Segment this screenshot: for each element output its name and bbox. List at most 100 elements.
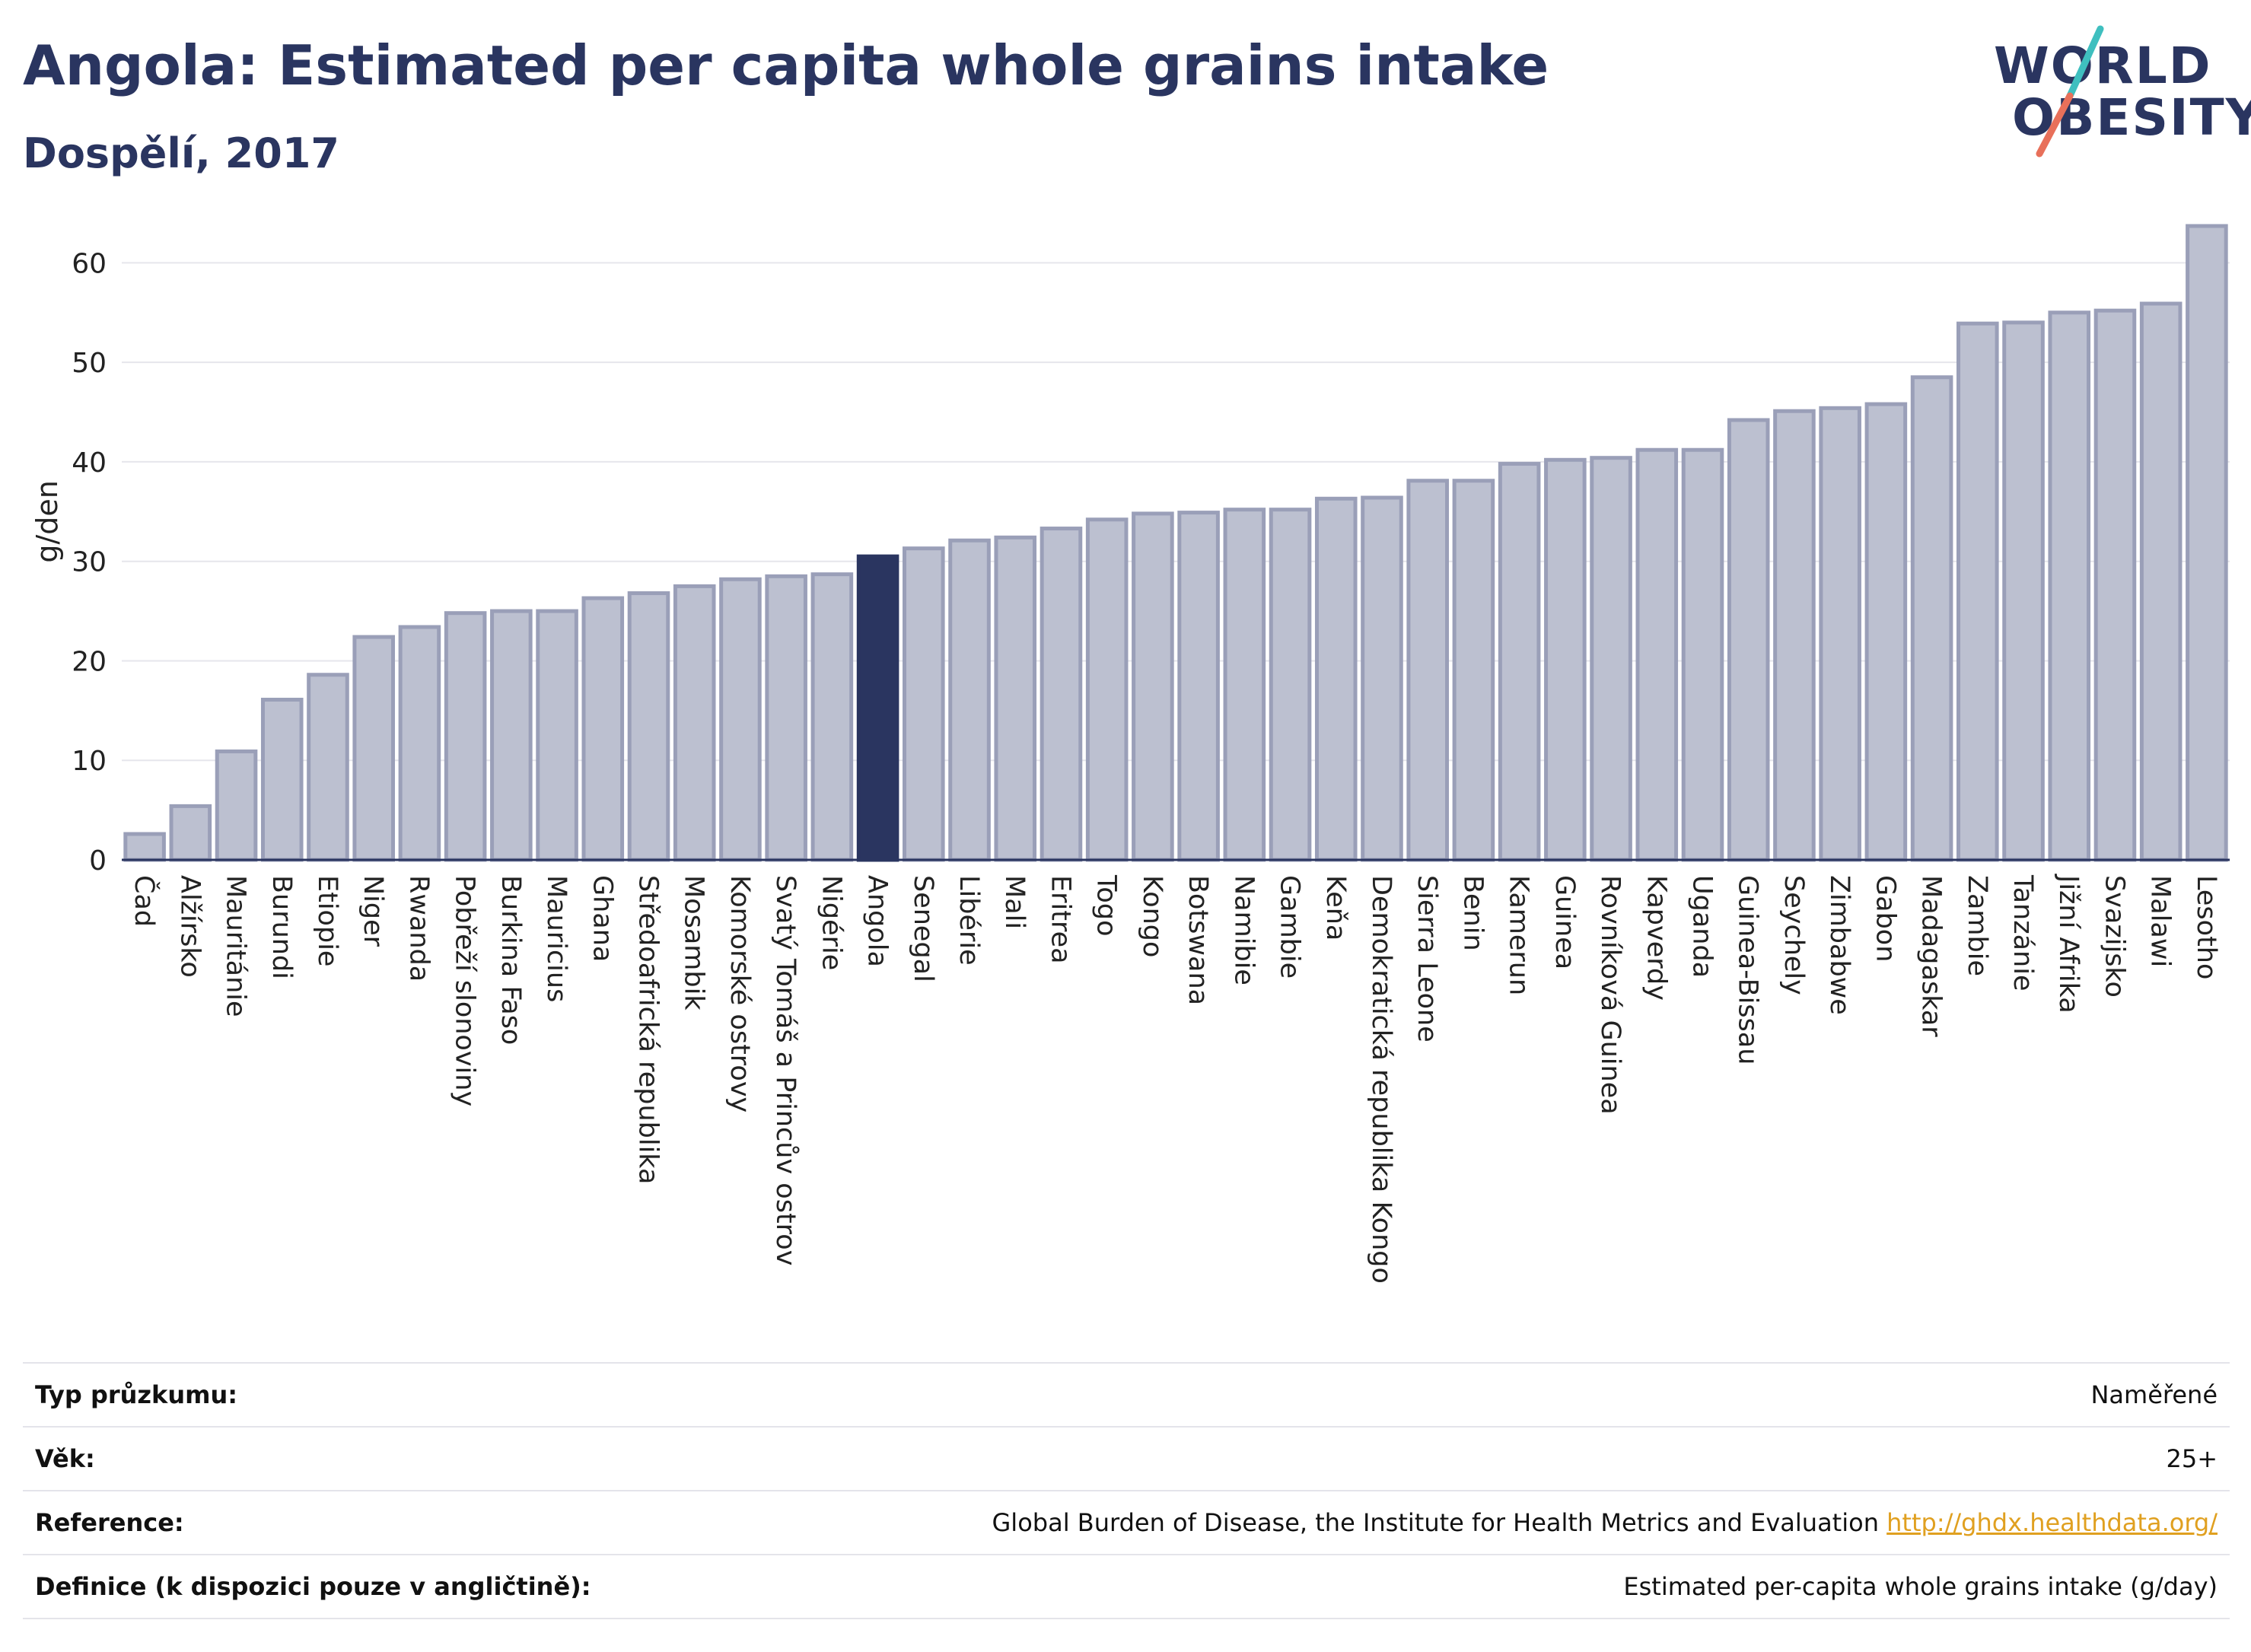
x-tick-label: Kapverdy [1641,875,1671,1001]
bar[interactable] [810,572,854,862]
bar[interactable] [2002,320,2045,862]
x-tick-label: Tanzánie [2007,874,2038,991]
reference-link[interactable]: http://ghdx.healthdata.org/ [1886,1508,2218,1537]
info-label: Typ průzkumu: [35,1380,238,1409]
bar[interactable] [398,625,441,862]
bar[interactable] [903,546,945,862]
bar[interactable] [1223,508,1266,862]
x-tick-label: Rovníková Guinea [1595,875,1625,1115]
bar[interactable] [307,673,349,862]
y-tick-label: 20 [72,646,107,677]
x-tick-label: Burundi [266,875,297,979]
bar[interactable] [1132,511,1174,862]
x-tick-label: Rwanda [403,875,434,982]
x-tick-label: Madagaskar [1916,875,1947,1037]
bar[interactable] [1956,321,1999,862]
logo-word-world: WORLD [1994,37,2212,95]
bar[interactable] [169,804,212,862]
bar[interactable] [123,832,166,862]
bar[interactable] [1681,447,1724,862]
bar[interactable] [1635,447,1679,862]
bar[interactable] [719,577,762,862]
bar[interactable] [1819,406,1861,862]
info-label: Definice (k dispozici pouze v angličtině… [35,1572,591,1601]
bar[interactable] [2139,301,2183,862]
info-row-reference: Reference: Global Burden of Disease, the… [23,1490,2230,1554]
bar[interactable] [352,635,395,862]
bar-chart: 0 10 20 30 40 50 60 Čad Alžírsko Mauritánie Burun… [30,224,2230,1284]
logo-slash-icon [2036,25,2104,158]
bar[interactable] [215,749,258,862]
info-value-reference: Global Burden of Disease, the Institute … [992,1508,2230,1537]
y-tick-label: 0 [89,845,107,877]
x-tick-label: Guinea-Bissau [1733,875,1763,1065]
bar[interactable] [765,574,807,862]
x-tick-label: Togo [1091,874,1122,936]
x-tick-label: Benin [1457,875,1488,951]
bar[interactable] [581,596,625,862]
bar[interactable] [490,609,533,862]
x-tick-label: Keňa [1320,875,1351,941]
bar[interactable] [1544,457,1587,862]
x-tick-label: Libérie [954,875,984,966]
bar[interactable] [1727,418,1770,862]
bar[interactable] [1406,479,1449,862]
info-value: 25+ [2166,1444,2218,1473]
y-axis-title: g/den [30,480,64,563]
bar[interactable] [2186,224,2228,862]
x-tick-label: Etiopie [312,875,342,966]
x-tick-label: Sierra Leone [1412,875,1442,1042]
info-row-survey-type: Typ průzkumu: Naměřené [23,1362,2230,1426]
bar[interactable] [260,697,304,862]
bar[interactable] [1040,527,1083,862]
bar-highlight[interactable] [856,554,899,862]
x-tick-label: Komorské ostrovy [724,875,755,1112]
x-tick-label: Zambie [1962,875,1992,976]
info-value: Estimated per-capita whole grains intake… [1623,1572,2218,1601]
bar[interactable] [1590,456,1632,862]
bar[interactable] [1452,479,1495,862]
x-tick-label: Svazijsko [2099,875,2129,998]
bar[interactable] [536,609,578,862]
x-tick-label: Angola [862,875,893,967]
bar[interactable] [444,611,487,862]
bar[interactable] [1864,402,1908,862]
y-axis-ticks: 0 10 20 30 40 50 60 [72,248,107,877]
bar[interactable] [1498,462,1541,862]
x-tick-label: Lesotho [2191,875,2221,979]
bar[interactable] [627,591,670,862]
chart-subtitle: Dospělí, 2017 [23,129,339,177]
y-tick-label: 10 [72,746,107,777]
bar[interactable] [2048,310,2091,862]
bar[interactable] [673,584,716,862]
x-tick-label: Mauritánie [221,875,251,1017]
x-tick-label: Kamerun [1504,875,1534,995]
x-tick-label: Kongo [1137,875,1167,957]
bar[interactable] [1177,511,1220,862]
bar[interactable] [1910,375,1953,862]
x-tick-label: Mosambik [679,875,709,1011]
bar[interactable] [1269,508,1312,862]
bar[interactable] [2093,308,2137,862]
x-tick-label: Botswana [1183,875,1213,1005]
bar[interactable] [1361,495,1403,862]
x-axis-labels: Čad Alžírsko Mauritánie Burundi Etiopie Niger… [129,874,2221,1284]
bar[interactable] [1773,409,1816,862]
x-tick-label: Mauricius [541,875,572,1002]
x-tick-label: Svatý Tomáš a Princův ostrov [770,875,801,1265]
bar[interactable] [994,535,1037,862]
bar[interactable] [948,538,991,862]
x-tick-label: Senegal [908,875,938,982]
world-obesity-logo: WORLD OBESITY [1986,23,2251,160]
info-label: Věk: [35,1444,95,1473]
x-tick-label: Nigérie [816,875,846,970]
x-tick-label: Zimbabwe [1824,875,1855,1015]
x-tick-label: Mali [999,875,1030,929]
info-table: Typ průzkumu: Naměřené Věk: 25+ Referenc… [23,1362,2230,1619]
x-tick-label: Eritrea [1045,875,1075,964]
x-tick-label: Jižní Afrika [2053,874,2084,1014]
bar[interactable] [1085,517,1129,862]
bar[interactable] [1314,496,1358,862]
x-tick-label: Uganda [1687,875,1718,978]
x-tick-label: Malawi [2145,875,2176,967]
